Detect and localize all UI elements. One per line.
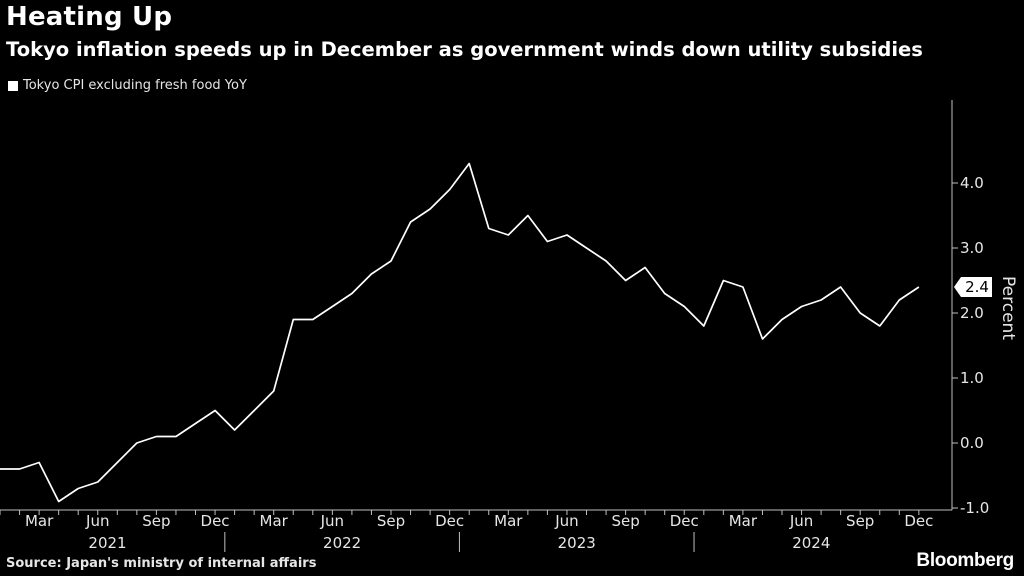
x-year-label: 2021: [88, 534, 126, 552]
x-tick-label: Jun: [789, 512, 813, 530]
x-tick-label: Sep: [377, 512, 405, 530]
x-tick-label: Dec: [670, 512, 699, 530]
x-tick-label: Mar: [729, 512, 758, 530]
x-tick-label: Sep: [611, 512, 639, 530]
x-tick-label: Jun: [85, 512, 109, 530]
source-note: Source: Japan's ministry of internal aff…: [6, 556, 317, 571]
x-tick-label: Sep: [142, 512, 170, 530]
last-value-badge: [954, 277, 992, 297]
x-tick-label: Dec: [201, 512, 230, 530]
y-tick-label: 4.0: [960, 174, 984, 192]
chart-title: Heating Up: [6, 2, 173, 32]
x-tick-label: Jun: [320, 512, 344, 530]
bloomberg-logo: Bloomberg: [916, 550, 1014, 571]
y-axis-label: Percent: [998, 276, 1018, 340]
legend: Tokyo CPI excluding fresh food YoY: [8, 78, 247, 93]
y-tick-label: 0.0: [960, 434, 984, 452]
legend-label: Tokyo CPI excluding fresh food YoY: [23, 78, 247, 93]
last-value-label: 2.4: [965, 278, 989, 296]
series-line: [0, 162, 920, 503]
x-tick-label: Mar: [494, 512, 523, 530]
x-year-label: 2024: [792, 534, 830, 552]
x-tick-label: Mar: [260, 512, 289, 530]
x-tick-label: Mar: [25, 512, 54, 530]
legend-swatch: [8, 80, 18, 91]
x-year-label: 2022: [323, 534, 361, 552]
x-tick-label: Dec: [435, 512, 464, 530]
x-tick-label: Dec: [904, 512, 933, 530]
chart-subtitle: Tokyo inflation speeds up in December as…: [6, 38, 923, 61]
y-tick-label: 2.0: [960, 304, 984, 322]
y-tick-label: -1.0: [960, 499, 989, 517]
x-tick-label: Sep: [846, 512, 874, 530]
y-tick-label: 3.0: [960, 239, 984, 257]
y-tick-label: 1.0: [960, 369, 984, 387]
x-year-label: 2023: [558, 534, 596, 552]
x-tick-label: Jun: [554, 512, 578, 530]
